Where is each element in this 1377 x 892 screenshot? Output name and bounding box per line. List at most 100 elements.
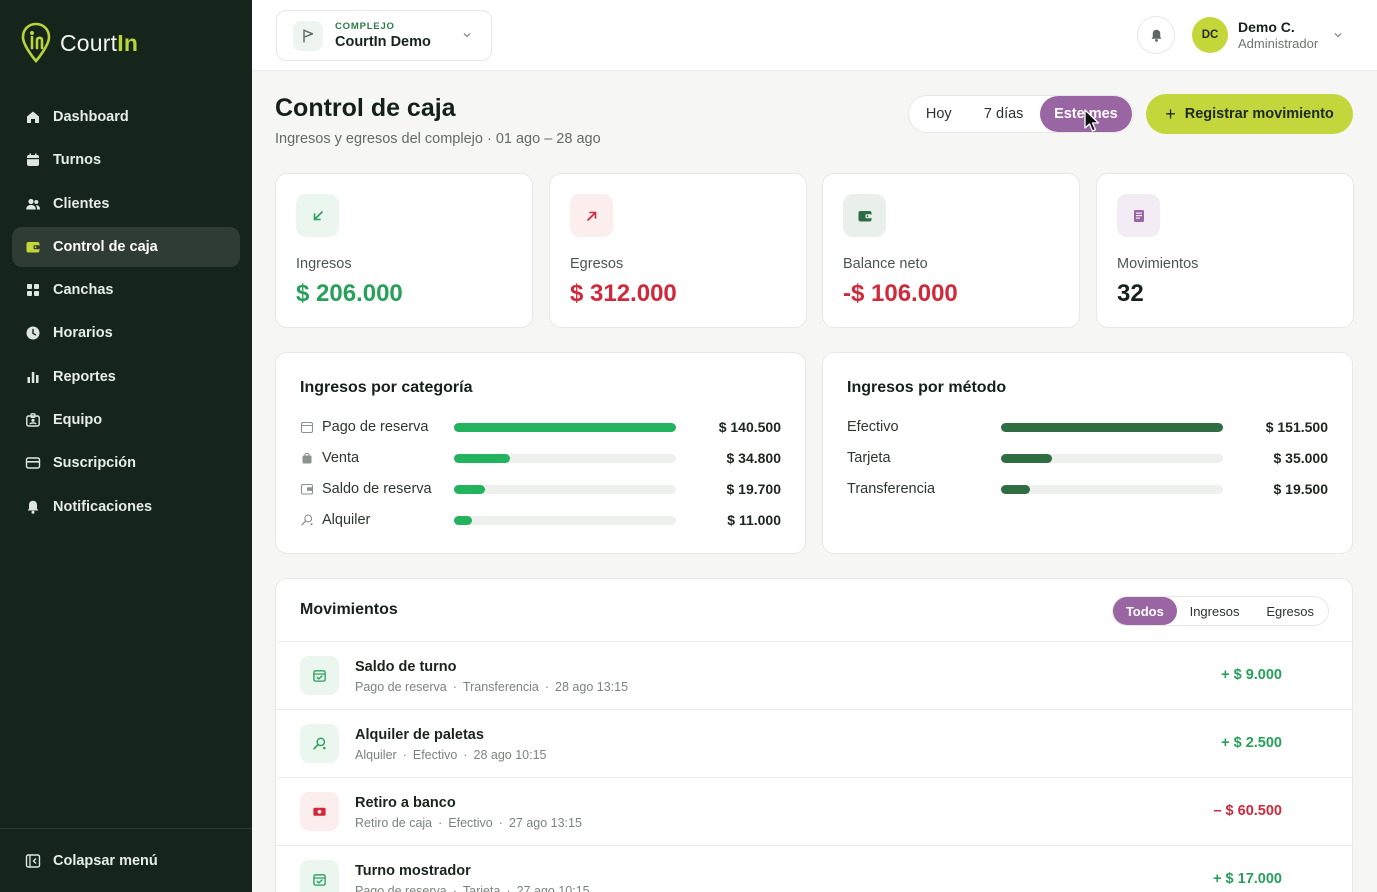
- filter-tab-egresos[interactable]: Egresos: [1266, 603, 1315, 619]
- sidebar-item-reportes[interactable]: Reportes: [12, 357, 240, 397]
- category-bar-track: [454, 453, 676, 463]
- credit-card-icon: [24, 455, 41, 472]
- kpi-label: Egresos: [570, 256, 624, 272]
- date-range-tabs: Hoy 7 días Este mes: [908, 95, 1134, 133]
- sidebar-item-control-de-caja[interactable]: Control de caja: [12, 226, 240, 267]
- category-bar-track: [454, 422, 676, 432]
- movement-row[interactable]: Turno mostrador Pago de reserva · Tarjeta ·…: [276, 845, 1354, 892]
- kpi-value: -$ 106.000: [843, 280, 958, 307]
- movement-row[interactable]: Alquiler de paletas Alquiler · Efectivo · 28…: [276, 709, 1354, 777]
- range-tab-hoy[interactable]: Hoy: [925, 106, 952, 122]
- movement-meta: Retiro de caja · Efectivo · 27 ago 13:15: [355, 816, 582, 830]
- sidebar-item-label: Suscripción: [53, 455, 136, 472]
- category-value: $ 19.700: [726, 481, 782, 497]
- sidebar-item-suscripcion[interactable]: Suscripción: [12, 443, 240, 483]
- complex-label: COMPLEJO: [335, 21, 395, 32]
- calendar-icon: [24, 152, 41, 169]
- method-row: Transferencia $ 19.500: [847, 479, 1328, 499]
- complex-selector[interactable]: COMPLEJO CourtIn Demo: [276, 10, 492, 61]
- sidebar-nav: Dashboard Turnos Clientes Control de caj…: [12, 97, 240, 530]
- bell-icon: [1151, 29, 1161, 42]
- flag-icon: [293, 20, 323, 51]
- method-bar-track: [1001, 484, 1223, 494]
- movement-amount: + $ 17.000: [1213, 871, 1282, 887]
- range-tab-7-dias[interactable]: 7 días: [983, 106, 1024, 122]
- method-bar-track: [1001, 422, 1223, 432]
- location-pin-logo-icon: [21, 22, 51, 63]
- category-value: $ 34.800: [726, 450, 782, 466]
- bag-icon: [302, 452, 312, 464]
- method-bar-fill: [1001, 453, 1053, 463]
- sidebar-item-dashboard[interactable]: Dashboard: [12, 97, 240, 137]
- movement-name: Turno mostrador: [355, 863, 471, 879]
- category-label: Pago de reserva: [322, 419, 429, 435]
- movement-row[interactable]: Saldo de turno Pago de reserva · Transfere…: [276, 641, 1354, 709]
- sidebar-item-label: Control de caja: [53, 238, 158, 255]
- arrow-up-right-icon: [570, 194, 613, 237]
- bell-icon: [24, 498, 41, 515]
- range-tab-este-mes[interactable]: Este mes: [1039, 96, 1132, 132]
- sidebar-item-label: Horarios: [53, 325, 113, 342]
- filter-tab-todos[interactable]: Todos: [1113, 597, 1177, 625]
- method-bar-fill: [1001, 422, 1223, 432]
- plus-icon: +: [1165, 103, 1176, 124]
- sidebar-item-label: Clientes: [53, 195, 110, 212]
- income-by-method-panel: Ingresos por método Efectivo $ 151.500 T…: [822, 352, 1353, 554]
- page-subtitle: Ingresos y egresos del complejo · 01 ago…: [275, 131, 601, 147]
- sidebar-item-label: Dashboard: [53, 109, 129, 125]
- sidebar-item-canchas[interactable]: Canchas: [12, 270, 240, 310]
- kpi-value: $ 312.000: [570, 280, 677, 307]
- movement-row[interactable]: Retiro a banco Retiro de caja · Efectivo · 2…: [276, 777, 1354, 845]
- method-label: Transferencia: [847, 481, 936, 497]
- panel-title: Ingresos por método: [847, 379, 1007, 396]
- kpi-label: Ingresos: [296, 256, 352, 272]
- method-label: Efectivo: [847, 419, 899, 435]
- kpi-card-movimientos: Movimientos 32: [1096, 173, 1354, 328]
- movement-meta: Pago de reserva · Tarjeta · 27 ago 10:15: [355, 884, 590, 892]
- user-name: Demo C.: [1238, 19, 1295, 35]
- brand-logo[interactable]: CourtIn: [20, 21, 138, 65]
- chevron-down-icon: [1334, 33, 1342, 38]
- filter-tab-ingresos[interactable]: Ingresos: [1189, 603, 1240, 619]
- calendar-icon: [300, 421, 314, 434]
- register-movement-button[interactable]: + Registrar movimiento: [1146, 94, 1353, 134]
- user-role: Administrador: [1238, 36, 1319, 51]
- sidebar-item-label: Reportes: [53, 368, 116, 385]
- kpi-value: $ 206.000: [296, 280, 403, 307]
- collapse-menu-label: Colapsar menú: [53, 852, 158, 869]
- method-row: Tarjeta $ 35.000: [847, 448, 1328, 468]
- method-value: $ 151.500: [1265, 419, 1328, 435]
- method-value: $ 35.000: [1273, 450, 1329, 466]
- movements-panel: Movimientos Todos Ingresos Egresos Saldo…: [275, 578, 1354, 892]
- topbar: COMPLEJO CourtIn Demo DC Demo C. Adminis…: [252, 0, 1377, 71]
- movement-amount: + $ 9.000: [1221, 667, 1282, 683]
- sidebar-item-notificaciones[interactable]: Notificaciones: [12, 487, 240, 527]
- movement-name: Alquiler de paletas: [355, 727, 484, 743]
- method-bar-track: [1001, 453, 1223, 463]
- cash-icon: [300, 792, 339, 831]
- collapse-menu-button[interactable]: Colapsar menú: [0, 828, 252, 892]
- sidebar-item-equipo[interactable]: Equipo: [12, 400, 240, 440]
- category-value: $ 11.000: [727, 512, 781, 528]
- method-row: Efectivo $ 151.500: [847, 417, 1328, 437]
- sidebar-item-label: Turnos: [53, 152, 102, 169]
- sidebar-item-turnos[interactable]: Turnos: [12, 140, 240, 180]
- sidebar-item-clientes[interactable]: Clientes: [12, 184, 240, 224]
- user-menu[interactable]: DC Demo C. Administrador: [1192, 17, 1344, 53]
- category-bar-fill: [454, 453, 510, 463]
- avatar: DC: [1192, 17, 1228, 53]
- users-icon: [24, 195, 41, 212]
- clock-icon: [24, 325, 41, 342]
- category-bar-track: [454, 484, 676, 494]
- category-row: Pago de reserva $ 140.500: [300, 417, 781, 437]
- sidebar: CourtIn Dashboard Turnos Clientes Contro…: [0, 0, 252, 892]
- kpi-value: 32: [1117, 280, 1144, 307]
- notifications-button[interactable]: [1137, 16, 1175, 54]
- calendar-check-icon: [300, 656, 339, 695]
- category-label: Venta: [322, 450, 360, 466]
- kpi-card-balance-neto: Balance neto -$ 106.000: [822, 173, 1080, 328]
- sidebar-item-label: Canchas: [53, 282, 114, 299]
- category-row: Venta $ 34.800: [300, 448, 781, 468]
- sidebar-item-horarios[interactable]: Horarios: [12, 313, 240, 353]
- method-bar-fill: [1001, 484, 1030, 494]
